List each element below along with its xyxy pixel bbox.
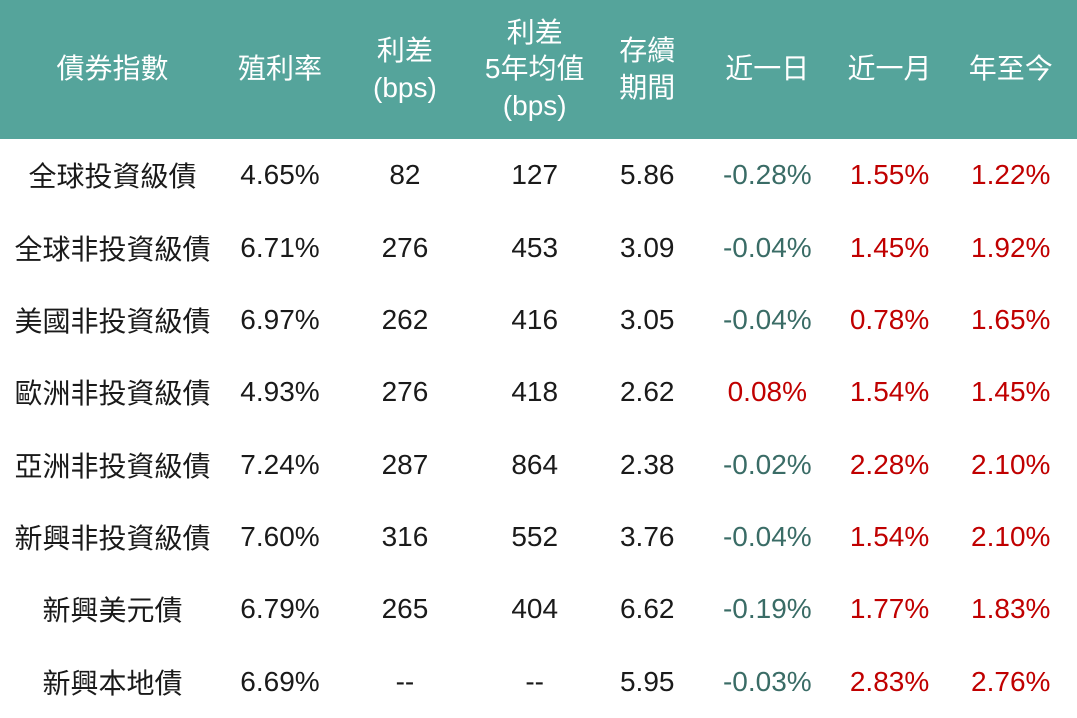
table-row: 亞洲非投資級債 7.24% 287 864 2.38 -0.02% 2.28% … (0, 429, 1077, 501)
spread-5y-avg-cell: 552 (511, 521, 559, 553)
spread-cell: 287 (381, 448, 429, 480)
spread-cell: 265 (381, 593, 429, 625)
column-header-1d-change: 近一日 (700, 0, 835, 139)
change-1m-cell: 1.55% (849, 159, 930, 191)
change-1d-cell: -0.04% (722, 521, 812, 553)
table-row: 新興非投資級債 7.60% 316 552 3.76 -0.04% 1.54% … (0, 501, 1077, 573)
bond-index-cell: 新興本地債 (42, 667, 183, 699)
table-row: 新興美元債 6.79% 265 404 6.62 -0.19% 1.77% 1.… (0, 573, 1077, 645)
duration-cell: 3.09 (619, 231, 675, 263)
duration-cell: 5.86 (619, 159, 675, 191)
bond-index-cell: 亞洲非投資級債 (14, 450, 211, 482)
duration-cell: 2.62 (619, 376, 675, 408)
change-1d-cell: -0.03% (722, 665, 812, 697)
yield-cell: 6.71% (240, 231, 320, 263)
table-row: 美國非投資級債 6.97% 262 416 3.05 -0.04% 0.78% … (0, 284, 1077, 356)
spread-cell: 316 (381, 521, 429, 553)
change-ytd-cell: 1.83% (971, 593, 1051, 625)
yield-cell: 6.69% (240, 665, 320, 697)
change-ytd-cell: 1.65% (971, 303, 1051, 335)
duration-cell: 3.76 (619, 521, 675, 553)
yield-cell: 6.97% (240, 303, 320, 335)
column-header-yield: 殖利率 (225, 0, 335, 139)
table-row: 歐洲非投資級債 4.93% 276 418 2.62 0.08% 1.54% 1… (0, 356, 1077, 428)
bond-index-cell: 全球非投資級債 (14, 233, 211, 265)
change-ytd-cell: 1.22% (971, 159, 1051, 191)
spread-5y-avg-cell: 453 (511, 231, 559, 263)
spread-cell: 276 (381, 376, 429, 408)
column-header-spread-5y-avg: 利差 5年均值 (bps) (474, 0, 595, 139)
bond-index-cell: 新興美元債 (42, 595, 183, 627)
change-ytd-cell: 1.45% (971, 376, 1051, 408)
change-ytd-cell: 2.76% (971, 665, 1051, 697)
spread-5y-avg-cell: -- (525, 665, 545, 697)
spread-cell: 262 (381, 303, 429, 335)
spread-cell: -- (395, 665, 415, 697)
bond-index-cell: 美國非投資級債 (14, 305, 211, 337)
column-header-1m-change: 近一月 (834, 0, 945, 139)
change-1d-cell: -0.04% (722, 303, 812, 335)
yield-cell: 7.24% (240, 448, 320, 480)
change-ytd-cell: 2.10% (971, 521, 1051, 553)
header-row: 債券指數 殖利率 利差 (bps) 利差 5年均值 (bps) 存續 期間 近一… (0, 0, 1077, 139)
bond-index-cell: 歐洲非投資級債 (14, 378, 211, 410)
spread-cell: 276 (381, 231, 429, 263)
change-1m-cell: 1.45% (849, 231, 930, 263)
change-1d-cell: -0.04% (722, 231, 812, 263)
yield-cell: 6.79% (240, 593, 320, 625)
yield-cell: 4.93% (240, 376, 320, 408)
duration-cell: 2.38 (619, 448, 675, 480)
spread-5y-avg-cell: 127 (511, 159, 559, 191)
column-header-duration: 存續 期間 (594, 0, 700, 139)
change-1d-cell: 0.08% (727, 376, 808, 408)
change-1d-cell: -0.28% (722, 159, 812, 191)
change-1m-cell: 1.54% (849, 521, 930, 553)
spread-5y-avg-cell: 418 (511, 376, 559, 408)
change-ytd-cell: 2.10% (971, 448, 1051, 480)
table-row: 全球投資級債 4.65% 82 127 5.86 -0.28% 1.55% 1.… (0, 139, 1077, 211)
change-1d-cell: -0.02% (722, 448, 812, 480)
duration-cell: 6.62 (619, 593, 675, 625)
column-header-spread-bps: 利差 (bps) (334, 0, 475, 139)
column-header-bond-index: 債券指數 (0, 0, 226, 139)
change-1m-cell: 0.78% (849, 303, 930, 335)
table-body: 全球投資級債 4.65% 82 127 5.86 -0.28% 1.55% 1.… (0, 139, 1077, 718)
table-header: 債券指數 殖利率 利差 (bps) 利差 5年均值 (bps) 存續 期間 近一… (0, 0, 1077, 139)
change-1m-cell: 1.77% (849, 593, 930, 625)
spread-5y-avg-cell: 404 (511, 593, 559, 625)
duration-cell: 5.95 (619, 665, 675, 697)
change-ytd-cell: 1.92% (971, 231, 1051, 263)
change-1m-cell: 2.28% (849, 448, 930, 480)
duration-cell: 3.05 (619, 303, 675, 335)
spread-5y-avg-cell: 864 (511, 448, 559, 480)
yield-cell: 4.65% (240, 159, 320, 191)
spread-cell: 82 (389, 159, 421, 191)
bond-index-cell: 全球投資級債 (28, 161, 197, 193)
change-1m-cell: 1.54% (849, 376, 930, 408)
spread-5y-avg-cell: 416 (511, 303, 559, 335)
bond-index-cell: 新興非投資級債 (14, 523, 211, 555)
change-1m-cell: 2.83% (849, 665, 930, 697)
yield-cell: 7.60% (240, 521, 320, 553)
column-header-ytd-change: 年至今 (944, 0, 1077, 139)
change-1d-cell: -0.19% (722, 593, 812, 625)
table-row: 全球非投資級債 6.71% 276 453 3.09 -0.04% 1.45% … (0, 211, 1077, 283)
table-row: 新興本地債 6.69% -- -- 5.95 -0.03% 2.83% 2.76… (0, 646, 1077, 718)
